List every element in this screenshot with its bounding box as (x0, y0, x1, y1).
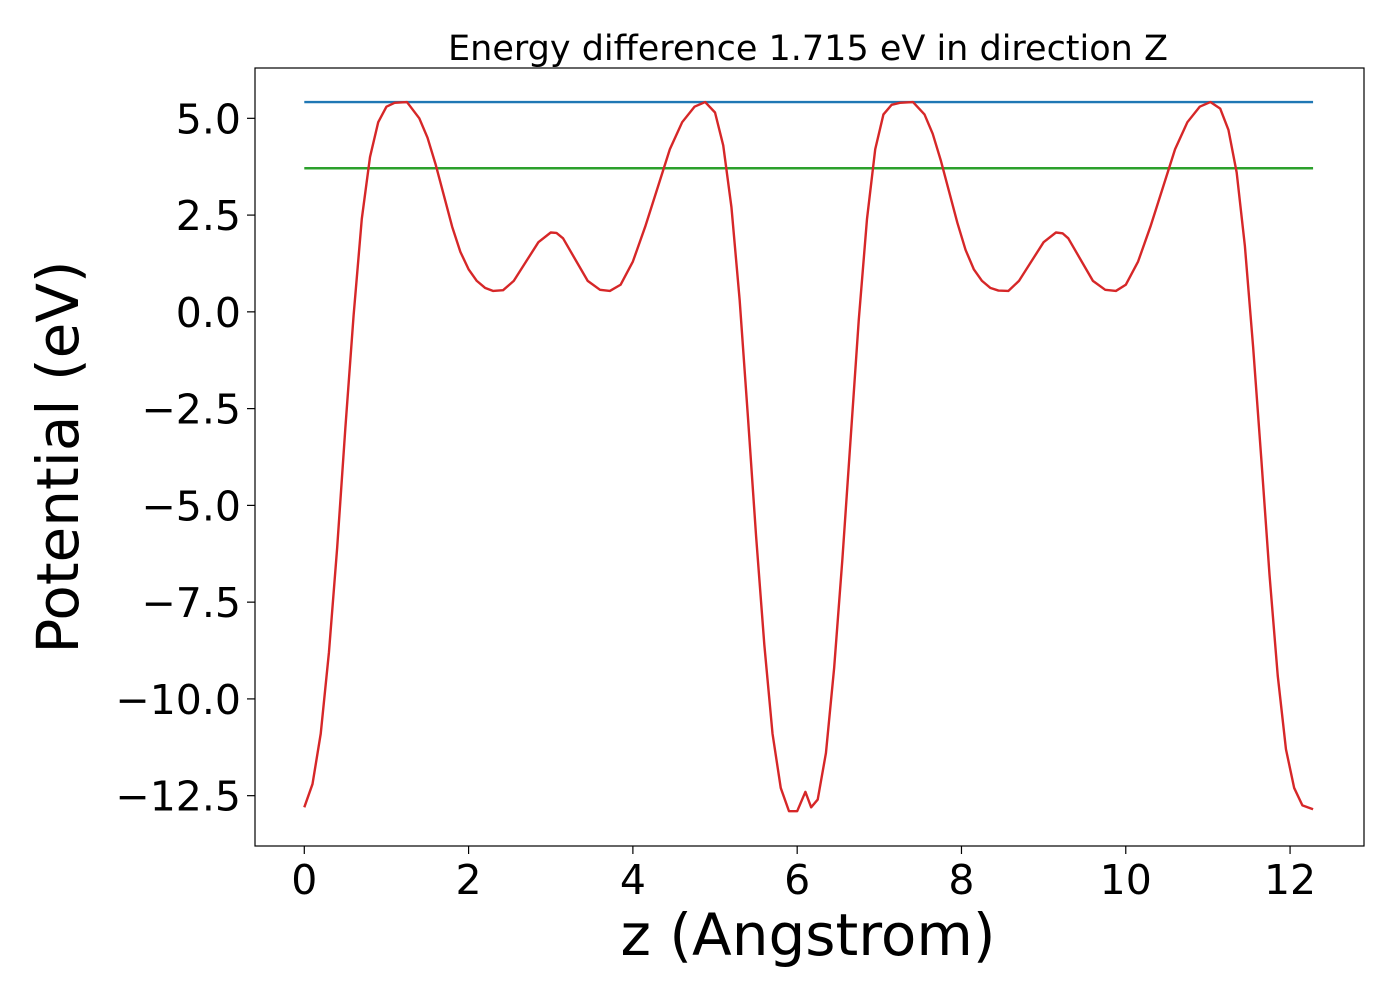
x-tick-label-3: 6 (784, 856, 810, 904)
x-tick-label-4: 8 (948, 856, 974, 904)
y-tick-label-7: −12.5 (115, 773, 241, 821)
y-tick-label-5: −7.5 (141, 579, 241, 627)
x-tick-label-5: 10 (1100, 856, 1152, 904)
x-axis-label: z (Angstrom) (621, 901, 996, 969)
plot-frame (254, 67, 1365, 847)
x-tick-label-1: 2 (456, 856, 482, 904)
y-tick-label-1: 2.5 (176, 192, 241, 240)
x-axis-ticks: 0 2 4 6 8 10 12 (291, 846, 1316, 904)
x-tick-label-6: 12 (1264, 856, 1316, 904)
chart-title: Energy difference 1.715 eV in direction … (448, 29, 1168, 69)
y-tick-label-6: −10.0 (115, 676, 241, 724)
series-line-2 (303, 100, 1314, 813)
y-tick-label-0: 5.0 (176, 95, 241, 143)
y-axis-label: Potential (eV) (24, 260, 92, 653)
x-tick-label-2: 4 (620, 856, 646, 904)
series-layer (303, 100, 1314, 813)
y-tick-label-3: −2.5 (141, 386, 241, 434)
y-axis-ticks: 5.0 2.5 0.0 −2.5 −5.0 −7.5 −10.0 −12.5 (115, 95, 255, 821)
x-tick-label-0: 0 (291, 856, 317, 904)
y-tick-label-2: 0.0 (176, 289, 241, 337)
y-tick-label-4: −5.0 (141, 482, 241, 530)
